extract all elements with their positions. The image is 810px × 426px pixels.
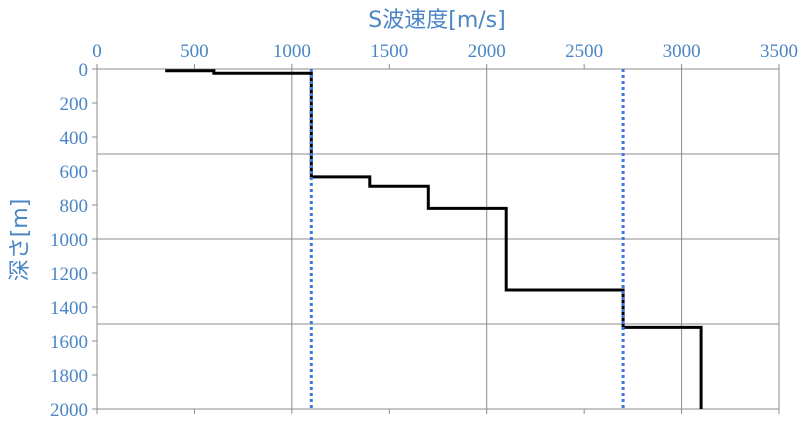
y-tick-label: 1400: [50, 298, 88, 319]
x-tick-label: 1000: [273, 41, 311, 62]
axis-layer: [92, 64, 780, 414]
grid-layer: [97, 69, 780, 409]
x-axis-title: S波速度[m/s]: [368, 8, 505, 33]
y-tick-label: 0: [79, 60, 89, 81]
series-layer: [165, 69, 703, 409]
x-tick-label: 2000: [468, 41, 506, 62]
y-tick-label: 1200: [50, 264, 88, 285]
x-tick-label: 3000: [663, 41, 701, 62]
y-tick-label: 2000: [50, 400, 88, 421]
y-axis-title: 深さ[m]: [8, 199, 33, 282]
label-layer: 0 500 1000 1500 2000 2500 3000 3500 0 200 400 600 80…: [50, 41, 798, 421]
y-tick-label: 200: [60, 94, 89, 115]
y-tick-label: 1000: [50, 230, 88, 251]
y-tick-label: 400: [60, 128, 89, 149]
y-tick-label: 1800: [50, 366, 88, 387]
y-tick-label: 800: [60, 196, 89, 217]
x-tick-label: 500: [180, 41, 209, 62]
x-tick-label: 0: [92, 41, 102, 62]
x-tick-label: 2500: [565, 41, 603, 62]
velocity-profile-line: [165, 69, 703, 409]
x-tick-label: 1500: [370, 41, 408, 62]
y-tick-label: 1600: [50, 332, 88, 353]
x-tick-label: 3500: [760, 41, 798, 62]
y-tick-label: 600: [60, 162, 89, 183]
